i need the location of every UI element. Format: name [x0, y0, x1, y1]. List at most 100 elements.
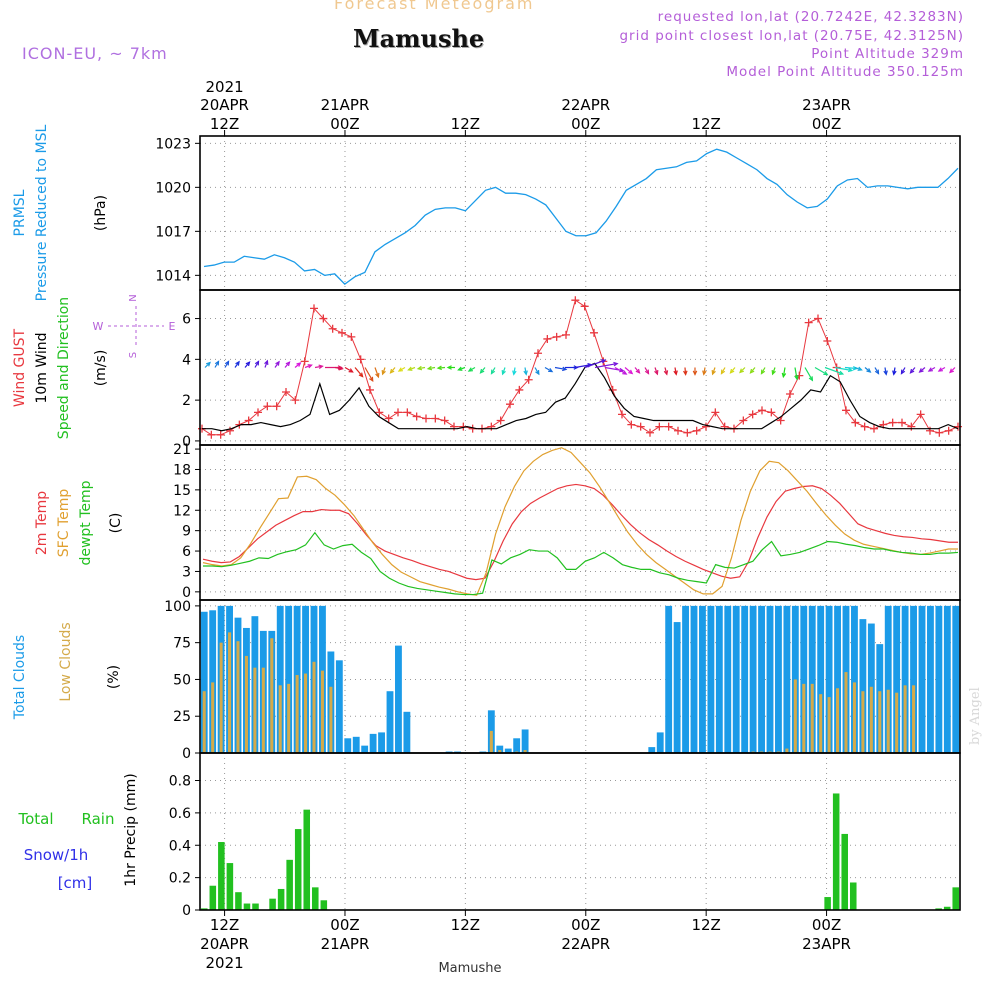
top-date-label: 23APR [802, 96, 851, 114]
total-clouds-bar [276, 605, 284, 754]
total-clouds-bar [783, 605, 791, 754]
low-clouds-bar [886, 689, 890, 754]
wind-direction-arrowhead [348, 368, 354, 373]
total-clouds-bar [851, 605, 858, 754]
total-clouds-bar [200, 611, 208, 754]
pressure-ytick-label: 1020 [155, 180, 191, 196]
gust-point-marker [776, 416, 785, 425]
gust-point-marker [813, 314, 822, 323]
wind-direction-arrowhead [397, 367, 403, 372]
wind-direction-arrowhead [338, 365, 344, 371]
wind-unit-label: (m/s) [93, 350, 109, 387]
gust-point-marker [888, 418, 897, 427]
rain-bar [286, 859, 293, 911]
requested-coords: requested lon,lat (20.7242E, 42.3283N) [657, 9, 964, 25]
wind-direction-arrowhead [794, 375, 799, 381]
low-clouds-bar [202, 691, 206, 754]
total-clouds-bar [690, 605, 698, 754]
low-clouds-bar [523, 750, 527, 754]
wind-direction-arrowhead [683, 370, 688, 376]
gust-point-marker [580, 302, 589, 311]
low-clouds-bar [261, 667, 265, 754]
total-clouds-bar [496, 745, 504, 754]
top-time-label: 12Z [691, 115, 720, 133]
gust-point-marker [487, 422, 496, 431]
total-clouds-bar [766, 605, 774, 754]
total-clouds-bar [395, 645, 402, 754]
total-clouds-bar [808, 605, 816, 754]
wind-direction-arrowhead [358, 372, 364, 378]
pressure-unit-label: (hPa) [93, 195, 109, 231]
wind-direction-arrow [554, 366, 567, 371]
sfc-temp-label: SFC Temp [56, 489, 72, 558]
gust-point-marker [496, 416, 505, 425]
wind-speed-series-line [202, 362, 959, 432]
precip-rain-label: Rain [82, 810, 115, 828]
wind-direction-arrowhead [601, 359, 607, 364]
bottom-time-label: 00Z [571, 916, 600, 934]
gust-point-marker [254, 408, 263, 417]
wind-direction-arrowhead [318, 364, 324, 370]
bottom-time-label: 00Z [330, 916, 359, 934]
gust-point-marker [683, 428, 692, 437]
gust-point-marker [338, 328, 347, 337]
low-clouds-bar [312, 661, 316, 754]
bottom-year-label: 2021 [205, 954, 243, 972]
total-clouds-bar [504, 748, 512, 754]
wind-direction-arrow [834, 366, 853, 372]
bottom-date-label: 23APR [802, 935, 851, 953]
top-time-label: 00Z [812, 115, 841, 133]
temp-2m-series-line [202, 483, 958, 581]
low-clouds-bar [244, 655, 248, 754]
gust-point-marker [328, 324, 337, 333]
total-clouds-bar [825, 605, 833, 754]
temp-ytick-label: 9 [182, 524, 191, 540]
temp-ytick-label: 18 [173, 462, 191, 478]
gust-label: Wind GUST [12, 328, 28, 407]
gust-point-marker [375, 408, 384, 417]
gust-point-marker [720, 422, 729, 431]
rain-bar [849, 882, 857, 911]
compass-west-label: W [93, 320, 104, 333]
gust-point-marker [823, 336, 832, 345]
low-clouds-bar [861, 691, 865, 754]
gust-point-marker [711, 408, 720, 417]
top-time-label: 00Z [571, 115, 600, 133]
total-clouds-bar [513, 738, 521, 754]
total-clouds-bar [369, 733, 377, 754]
rain-bar [841, 833, 848, 911]
wind-direction-arrowhead [874, 369, 880, 375]
sfc-temp-series-line [202, 447, 958, 596]
low-clouds-bar [270, 638, 274, 754]
wind-direction-arrowhead [949, 368, 955, 374]
total-clouds-bar [943, 605, 951, 754]
wind-direction-arrowhead [407, 366, 413, 371]
total-clouds-bar [344, 738, 352, 754]
gust-point-marker [524, 375, 533, 384]
gust-point-marker [552, 332, 561, 341]
wind-direction-arrowhead [369, 376, 374, 383]
gust-point-marker [300, 357, 309, 366]
wind-direction-arrowhead [613, 361, 619, 367]
wind-direction-arrowhead [644, 369, 650, 375]
gust-point-marker [935, 428, 944, 437]
wind-direction-arrowhead [749, 368, 755, 374]
gust-point-marker [645, 428, 654, 437]
total-clouds-bar [732, 605, 740, 754]
wind-direction-arrowhead [548, 367, 554, 373]
wind-direction-arrowhead [214, 360, 220, 366]
low-clouds-bar [793, 679, 797, 754]
precip-snow-label: Snow/1h [24, 846, 89, 864]
wind-direction-arrowhead [937, 367, 943, 372]
total-clouds-bar [918, 605, 926, 754]
temp-unit-label: (C) [108, 513, 124, 534]
gust-point-marker [263, 402, 272, 411]
wind-direction-arrowhead [692, 370, 698, 376]
wind-direction-arrowhead [389, 368, 395, 374]
wind-direction-arrowhead [467, 367, 473, 372]
low-clouds-bar [228, 632, 232, 754]
low-clouds-bar [785, 748, 789, 754]
gust-point-marker [347, 332, 356, 341]
wind-direction-arrowhead [909, 368, 915, 374]
